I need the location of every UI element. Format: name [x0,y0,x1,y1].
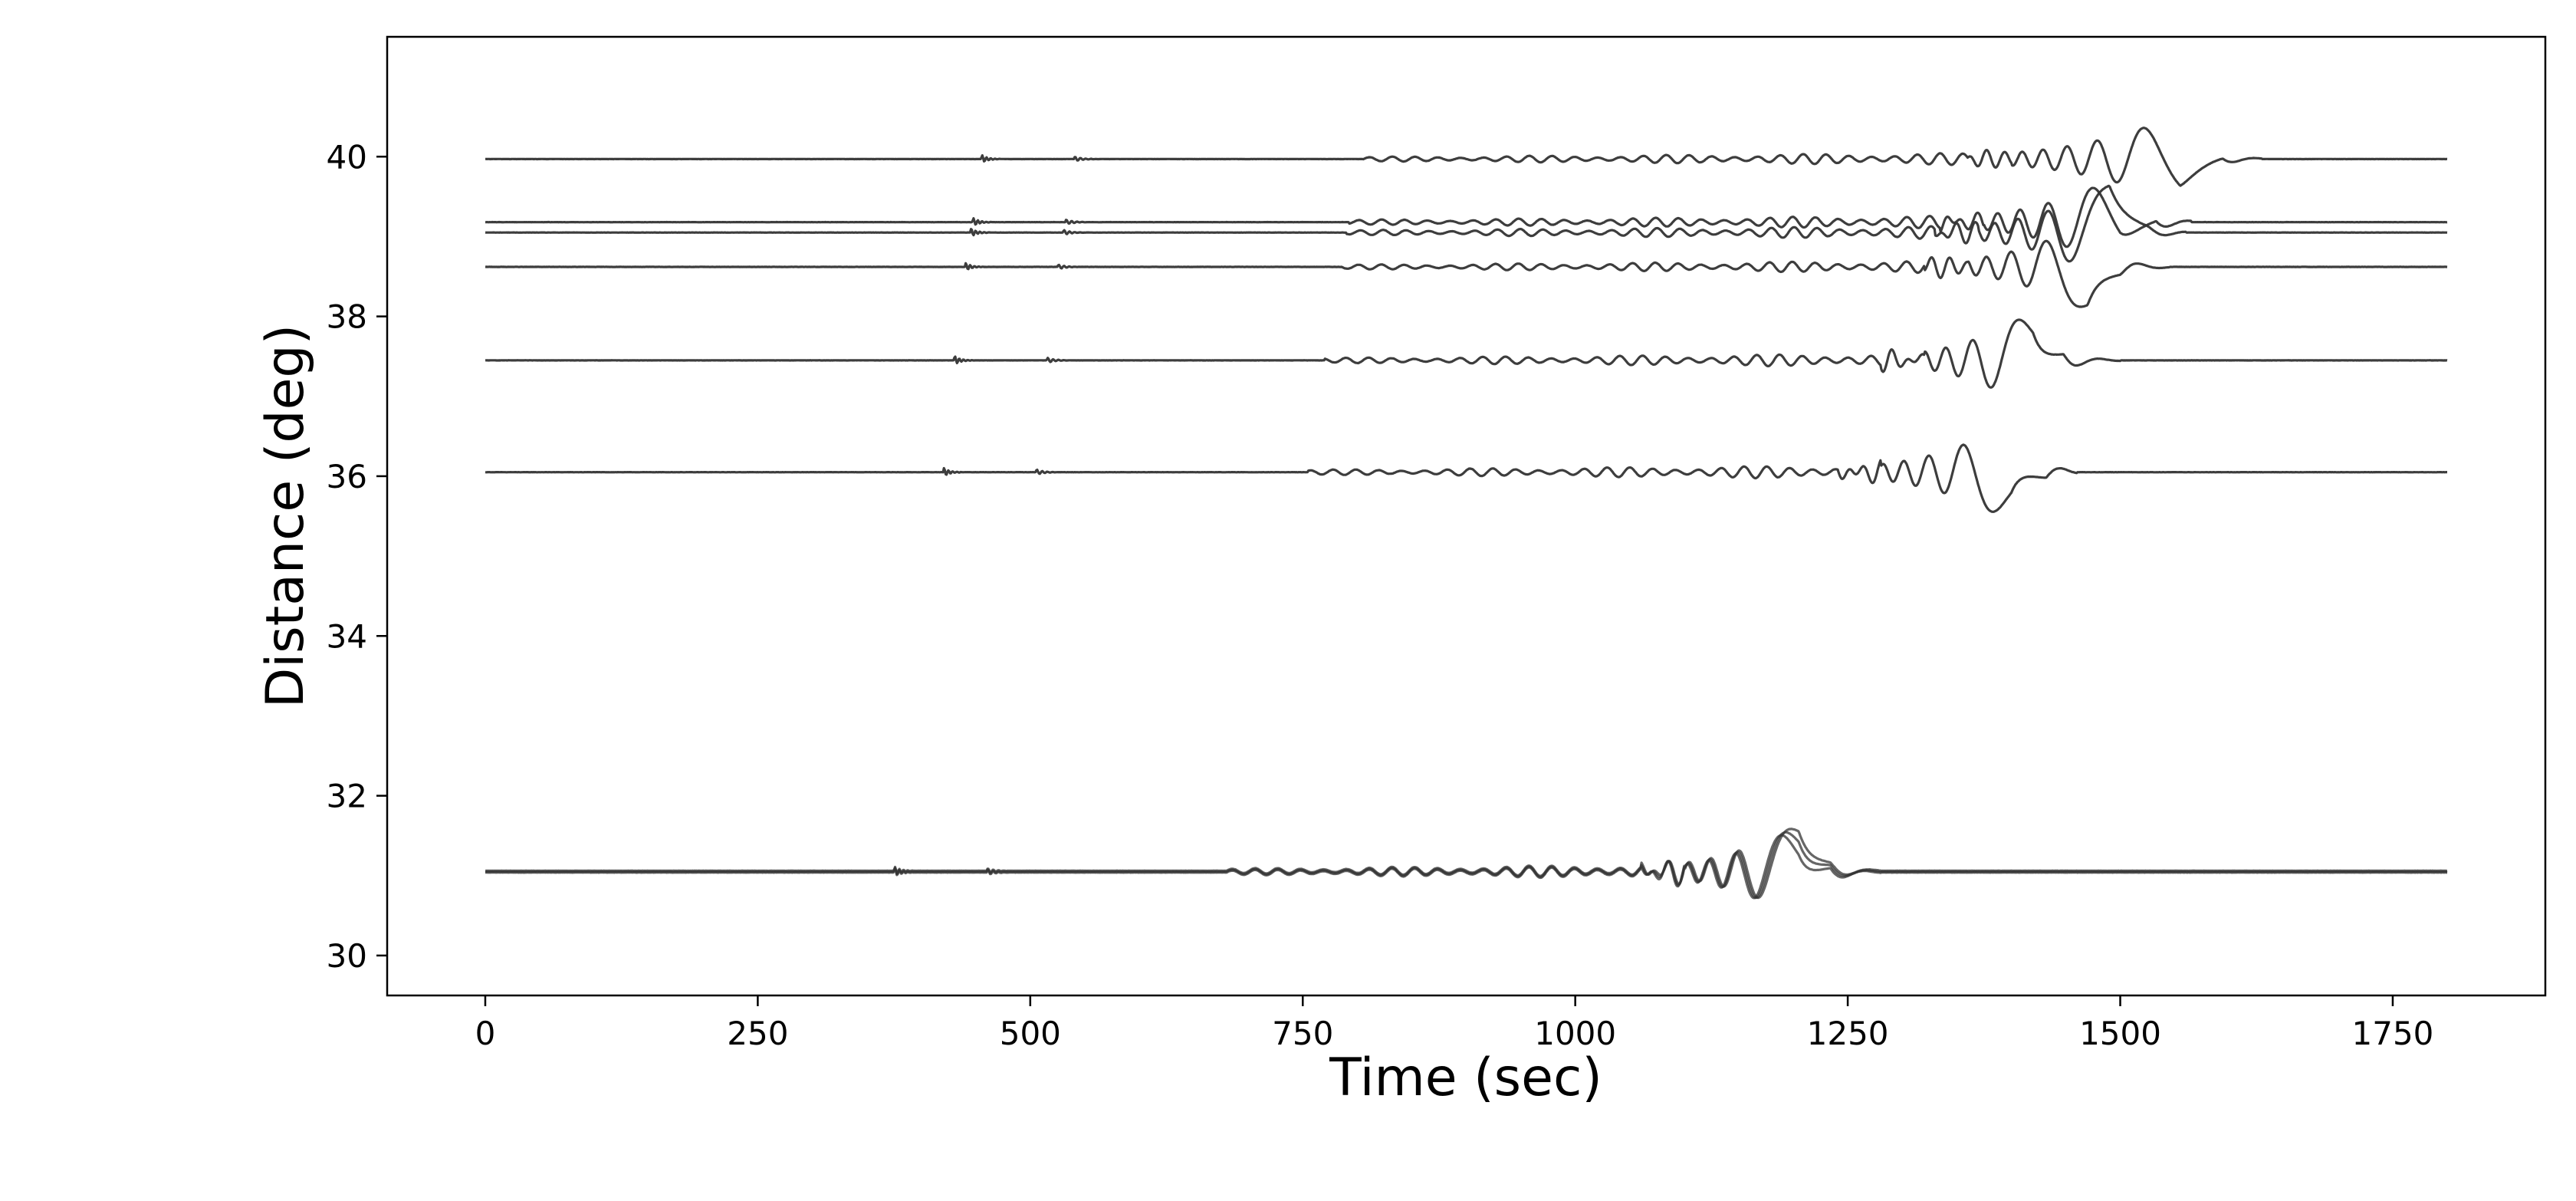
y-tick-label: 40 [327,138,367,176]
seismogram-trace [485,828,2448,900]
seismogram-trace [485,127,2448,187]
plot-frame [386,35,2547,997]
seismogram-trace [485,834,2448,900]
y-axis-label: Distance (deg) [255,324,316,708]
x-tick-label: 250 [727,1015,788,1052]
x-tick-label: 0 [475,1015,496,1052]
seismogram-trace [485,831,2448,900]
x-tick-label: 1750 [2352,1015,2434,1052]
x-tick-label: 1250 [1807,1015,1889,1052]
x-axis-label: Time (sec) [1329,1048,1602,1108]
x-tick-label: 500 [1000,1015,1061,1052]
y-tick-label: 30 [327,937,367,975]
seismogram-trace [485,239,2448,308]
y-tick-label: 38 [327,298,367,336]
y-tick-label: 32 [327,778,367,815]
y-tick-label: 34 [327,617,367,655]
trace-group [485,127,2448,900]
seismogram-trace [485,186,2448,248]
seismogram-trace [485,184,2448,263]
y-tick-label: 36 [327,458,367,495]
seismogram-trace [485,318,2448,389]
x-tick-label: 1500 [2079,1015,2161,1052]
seismogram-trace [485,443,2448,513]
x-axis: 0 250 500 750 1000 1250 1500 1750 [475,995,2434,1052]
x-tick-label: 750 [1272,1015,1333,1052]
x-tick-label: 1000 [1534,1015,1616,1052]
y-axis: 30 32 34 36 38 40 [327,138,387,975]
